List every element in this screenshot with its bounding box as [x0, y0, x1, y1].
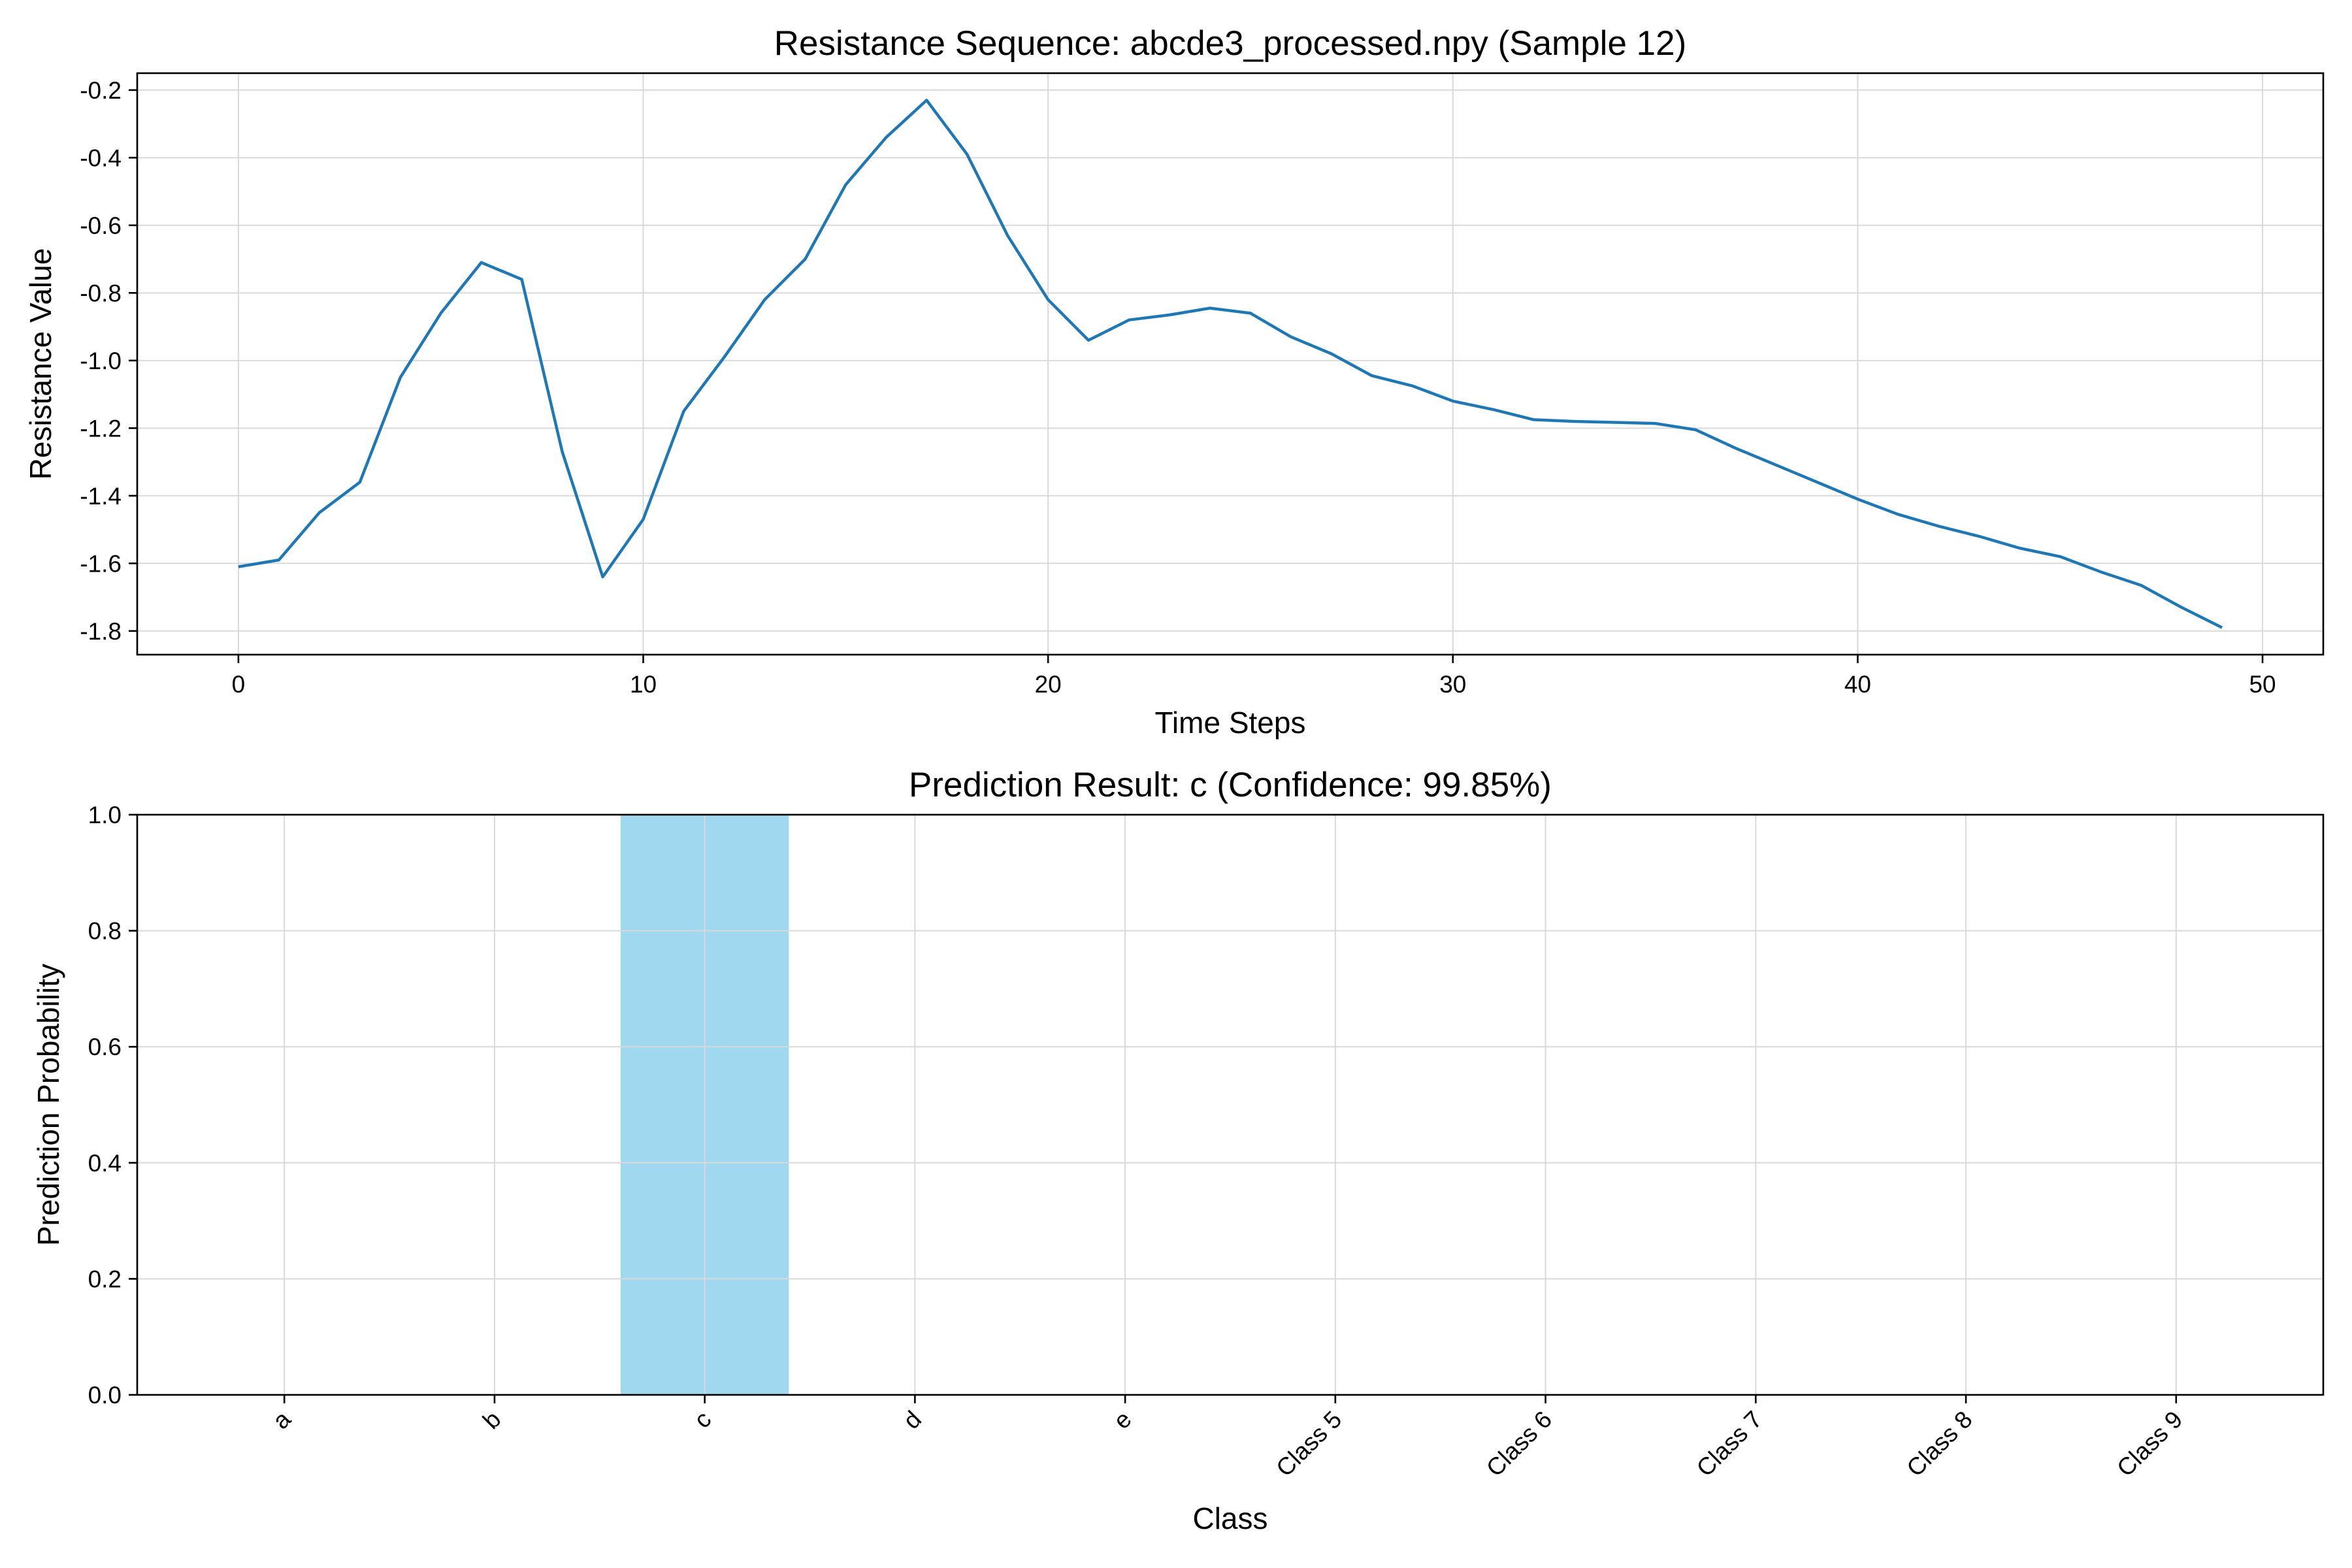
y-tick-label: -1.4: [80, 483, 122, 510]
x-tick-label: b: [478, 1406, 506, 1435]
y-tick-label: 0.2: [88, 1266, 122, 1292]
chart-title: Resistance Sequence: abcde3_processed.np…: [774, 24, 1687, 63]
y-tick-label: -1.8: [80, 618, 122, 645]
x-tick-label: Class 7: [1691, 1406, 1767, 1482]
x-tick-label: a: [267, 1405, 296, 1434]
x-tick-label: 20: [1035, 671, 1062, 698]
x-tick-label: 50: [2249, 671, 2276, 698]
x-tick-label: Class 8: [1901, 1406, 1977, 1482]
y-tick-label: -0.8: [80, 280, 122, 306]
x-tick-label: Class 6: [1481, 1406, 1557, 1482]
resistance-line: [238, 99, 2223, 629]
grid-lines: [137, 814, 2323, 1396]
y-tick-label: -0.4: [80, 144, 122, 171]
x-axis-label: Class: [1192, 1501, 1267, 1535]
y-tick-label: 0.0: [88, 1382, 122, 1409]
resistance-line-chart: Resistance Sequence: abcde3_processed.np…: [24, 24, 2325, 740]
x-tick-label: 30: [1439, 671, 1466, 698]
y-axis-ticks: 0.0 0.2 0.4 0.6 0.8 1.0: [88, 802, 137, 1409]
x-axis-ticks: a b c d e Class 5 Class 6 Class 7 Class 8 Class 9: [267, 1395, 2187, 1482]
y-axis-label: Resistance Value: [24, 248, 57, 480]
y-tick-label: -0.2: [80, 77, 122, 104]
chart-title: Prediction Result: c (Confidence: 99.85%…: [909, 766, 1552, 804]
y-axis-label: Prediction Probability: [31, 964, 65, 1246]
grid-lines: [137, 73, 2323, 655]
x-axis-ticks: 0 10 20 30 40 50: [232, 655, 2276, 698]
y-axis-ticks: -0.2 -0.4 -0.6 -0.8 -1.0 -1.2 -1.4 -1.6 -1.8: [80, 77, 137, 645]
prediction-bar-chart: Prediction Result: c (Confidence: 99.85%…: [31, 766, 2325, 1535]
y-tick-label: 0.4: [88, 1150, 122, 1177]
x-tick-label: 0: [232, 671, 246, 698]
x-tick-label: 10: [630, 671, 657, 698]
line-series: [238, 99, 2223, 629]
x-tick-label: Class 5: [1271, 1406, 1347, 1482]
x-axis-label: Time Steps: [1155, 706, 1306, 740]
plot-frame: [136, 72, 2325, 656]
x-tick-label: e: [1108, 1406, 1137, 1435]
y-tick-label: -1.0: [80, 348, 122, 374]
plot-frame: [136, 813, 2325, 1396]
y-tick-label: 1.0: [88, 802, 122, 828]
y-tick-label: -1.6: [80, 550, 122, 577]
x-tick-label: d: [898, 1406, 927, 1435]
y-tick-label: -0.6: [80, 212, 122, 239]
y-tick-label: -1.2: [80, 415, 122, 442]
x-tick-label: 40: [1844, 671, 1871, 698]
y-tick-label: 0.8: [88, 918, 122, 945]
x-tick-label: c: [689, 1406, 716, 1433]
y-tick-label: 0.6: [88, 1034, 122, 1060]
x-tick-label: Class 9: [2112, 1406, 2187, 1482]
